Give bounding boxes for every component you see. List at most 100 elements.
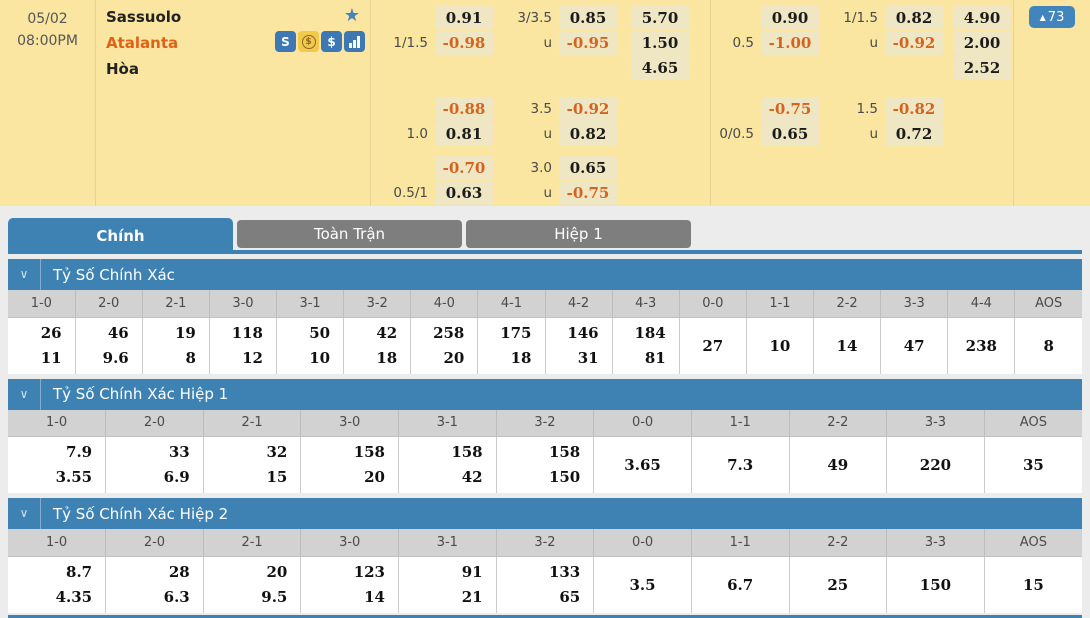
- odds-cell[interactable]: 1.50: [631, 31, 689, 55]
- home-score-odds[interactable]: 258: [433, 323, 465, 342]
- home-score-odds[interactable]: 158: [353, 443, 385, 461]
- score-odds-cell[interactable]: 27: [678, 317, 747, 374]
- score-odds-cell[interactable]: 8.7 4.35: [8, 556, 106, 613]
- collapse-chevron-icon[interactable]: ∨: [8, 498, 41, 529]
- favorite-star-icon[interactable]: ★: [343, 5, 360, 26]
- away-score-odds[interactable]: 14: [364, 587, 385, 606]
- draw-score-odds[interactable]: 15: [1022, 575, 1044, 594]
- odds-cell[interactable]: 4.65: [631, 56, 689, 80]
- draw-score-odds[interactable]: 3.65: [624, 456, 661, 474]
- draw-score-odds[interactable]: 220: [919, 456, 952, 474]
- home-score-odds[interactable]: 8.7: [66, 562, 93, 581]
- score-odds-cell[interactable]: 47: [880, 317, 948, 374]
- odds-cell[interactable]: -0.92: [559, 97, 617, 121]
- stream-icon[interactable]: S: [275, 31, 296, 52]
- draw-score-odds[interactable]: 27: [702, 336, 724, 355]
- collapse-chevron-icon[interactable]: ∨: [8, 378, 41, 410]
- home-score-odds[interactable]: 32: [266, 443, 288, 461]
- odds-cell[interactable]: -0.82: [885, 97, 943, 121]
- score-odds-cell[interactable]: 15: [983, 556, 1082, 613]
- away-score-odds[interactable]: 21: [461, 587, 483, 606]
- odds-cell[interactable]: 0.81: [435, 122, 493, 146]
- score-odds-cell[interactable]: 3.5: [593, 556, 692, 613]
- odds-cell[interactable]: 0.72: [885, 122, 943, 146]
- score-odds-cell[interactable]: 49: [788, 436, 887, 493]
- score-odds-cell[interactable]: 19 8: [141, 317, 210, 374]
- draw-score-odds[interactable]: 3.5: [629, 575, 656, 594]
- draw-score-odds[interactable]: 47: [903, 336, 925, 355]
- away-score-odds[interactable]: 6.3: [163, 587, 190, 606]
- score-odds-cell[interactable]: 42 18: [343, 317, 411, 374]
- away-score-odds[interactable]: 15: [266, 468, 288, 486]
- odds-cell[interactable]: 0.82: [559, 122, 617, 146]
- away-score-odds[interactable]: 12: [242, 348, 263, 367]
- score-odds-cell[interactable]: 258 20: [410, 317, 478, 374]
- score-odds-cell[interactable]: 14: [812, 317, 881, 374]
- draw-score-odds[interactable]: 6.7: [727, 575, 754, 594]
- odds-cell[interactable]: -0.88: [435, 97, 493, 121]
- score-odds-cell[interactable]: 46 9.6: [74, 317, 143, 374]
- home-score-odds[interactable]: 184: [634, 323, 666, 342]
- away-score-odds[interactable]: 9.5: [261, 587, 288, 606]
- odds-cell[interactable]: -0.70: [435, 156, 493, 180]
- score-odds-cell[interactable]: 91 21: [398, 556, 497, 613]
- odds-cell[interactable]: 0.85: [559, 6, 617, 30]
- away-score-odds[interactable]: 18: [376, 348, 398, 367]
- odds-cell[interactable]: -0.75: [761, 97, 819, 121]
- collapse-chevron-icon[interactable]: ∨: [8, 259, 41, 290]
- away-score-odds[interactable]: 4.35: [55, 587, 93, 606]
- odds-cell[interactable]: -0.75: [559, 181, 617, 205]
- away-score-odds[interactable]: 42: [461, 468, 483, 486]
- markets-count-badge[interactable]: ▲ 73: [1029, 6, 1075, 28]
- away-score-odds[interactable]: 65: [559, 587, 581, 606]
- score-odds-cell[interactable]: 158 20: [300, 436, 399, 493]
- odds-cell[interactable]: 4.90: [953, 6, 1011, 30]
- home-score-odds[interactable]: 123: [353, 562, 385, 581]
- draw-score-odds[interactable]: 150: [919, 575, 952, 594]
- score-odds-cell[interactable]: 3.65: [593, 436, 692, 493]
- home-score-odds[interactable]: 19: [175, 323, 196, 342]
- away-score-odds[interactable]: 31: [577, 348, 599, 367]
- odds-cell[interactable]: 0.91: [435, 6, 493, 30]
- score-odds-cell[interactable]: 28 6.3: [105, 556, 204, 613]
- score-odds-cell[interactable]: 133 65: [495, 556, 594, 613]
- score-odds-cell[interactable]: 238: [947, 317, 1015, 374]
- score-odds-cell[interactable]: 10: [745, 317, 814, 374]
- draw-score-odds[interactable]: 25: [827, 575, 849, 594]
- odds-cell[interactable]: -0.92: [885, 31, 943, 55]
- score-odds-cell[interactable]: 146 31: [544, 317, 613, 374]
- odds-cell[interactable]: 0.90: [761, 6, 819, 30]
- odds-cell[interactable]: -0.98: [435, 31, 493, 55]
- score-odds-cell[interactable]: 33 6.9: [105, 436, 204, 493]
- draw-score-odds[interactable]: 49: [827, 456, 849, 474]
- odds-cell[interactable]: 0.65: [761, 122, 819, 146]
- score-odds-cell[interactable]: 158 42: [398, 436, 497, 493]
- tab-hiệp-1[interactable]: Hiệp 1: [466, 220, 691, 248]
- draw-score-odds[interactable]: 35: [1022, 456, 1044, 474]
- away-score-odds[interactable]: 6.9: [163, 468, 190, 486]
- draw-score-odds[interactable]: 10: [769, 336, 791, 355]
- home-score-odds[interactable]: 146: [567, 323, 599, 342]
- away-score-odds[interactable]: 8: [185, 348, 196, 367]
- odds-cell[interactable]: 5.70: [631, 6, 689, 30]
- score-odds-cell[interactable]: 220: [886, 436, 985, 493]
- odds-cell[interactable]: 0.65: [559, 156, 617, 180]
- away-score-odds[interactable]: 10: [309, 348, 331, 367]
- score-odds-cell[interactable]: 118 12: [208, 317, 277, 374]
- score-odds-cell[interactable]: 6.7: [690, 556, 789, 613]
- away-score-odds[interactable]: 20: [443, 348, 465, 367]
- home-score-odds[interactable]: 42: [376, 323, 398, 342]
- away-score-odds[interactable]: 18: [510, 348, 532, 367]
- score-odds-cell[interactable]: 150: [886, 556, 985, 613]
- draw-score-odds[interactable]: 238: [965, 336, 997, 355]
- away-score-odds[interactable]: 20: [364, 468, 385, 486]
- dollar-icon[interactable]: $: [321, 31, 342, 52]
- home-score-odds[interactable]: 175: [500, 323, 532, 342]
- home-score-odds[interactable]: 20: [266, 562, 288, 581]
- home-score-odds[interactable]: 118: [231, 323, 263, 342]
- score-odds-cell[interactable]: 7.3: [690, 436, 789, 493]
- away-score-odds[interactable]: 150: [548, 468, 581, 486]
- section-header-2[interactable]: ∨ Tỷ Số Chính Xác Hiệp 1: [8, 378, 1082, 410]
- home-score-odds[interactable]: 28: [168, 562, 190, 581]
- home-score-odds[interactable]: 50: [309, 323, 331, 342]
